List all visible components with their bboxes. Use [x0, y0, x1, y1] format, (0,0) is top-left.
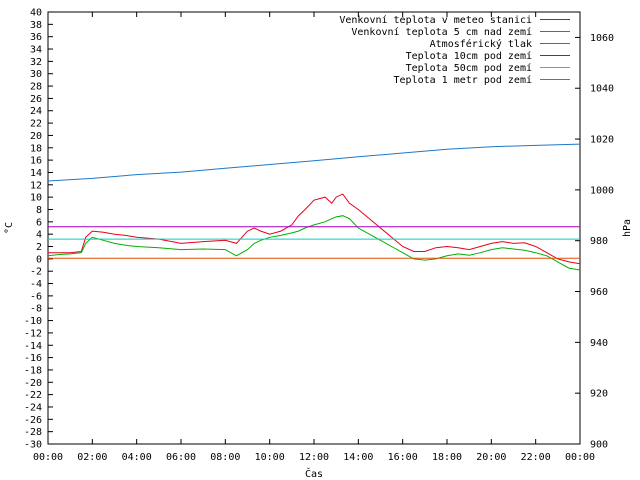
x-tick-label: 22:00: [521, 452, 551, 463]
y-tick-label-left: -12: [24, 328, 42, 339]
y-tick-label-left: -18: [24, 365, 42, 376]
y-axis-label-left: °C: [4, 222, 15, 234]
y-tick-label-right: 920: [590, 389, 608, 400]
y-tick-label-left: 20: [30, 131, 42, 142]
x-tick-label: 14:00: [343, 452, 373, 463]
y-tick-label-right: 1020: [590, 135, 614, 146]
x-tick-label: 10:00: [255, 452, 285, 463]
axis-ticks: 00:00 02:00 04:00 06:00 08:00 10:00 12:00 14:00…: [24, 8, 614, 464]
x-tick-label: 16:00: [388, 452, 418, 463]
legend-label: Venkovní teplota 5 cm nad zemí: [351, 26, 532, 38]
y-tick-label-left: 6: [36, 217, 42, 228]
x-tick-label: 20:00: [476, 452, 506, 463]
y-tick-label-left: -4: [30, 279, 42, 290]
y-tick-label-left: 40: [30, 8, 42, 19]
y-tick-label-left: 24: [30, 106, 42, 117]
y-tick-label-left: 26: [30, 94, 42, 105]
series-line-2: [47, 143, 581, 182]
y-tick-label-left: 34: [30, 45, 42, 56]
y-tick-label-left: 2: [36, 242, 42, 253]
y-tick-label-right: 900: [590, 440, 608, 451]
x-tick-label: 00:00: [33, 452, 63, 463]
legend-label: Teplota 1 metr pod zemí: [394, 74, 532, 86]
y-tick-label-left: 8: [36, 205, 42, 216]
y-tick-label-left: 4: [36, 230, 42, 241]
y-tick-label-left: 16: [30, 156, 42, 167]
x-tick-label: 02:00: [77, 452, 107, 463]
y-tick-label-left: -6: [30, 291, 42, 302]
y-tick-label-right: 960: [590, 287, 608, 298]
y-tick-label-left: -28: [24, 427, 42, 438]
y-tick-label-left: -20: [24, 378, 42, 389]
y-tick-label-left: 10: [30, 193, 42, 204]
x-tick-label: 12:00: [299, 452, 329, 463]
x-tick-label: 04:00: [122, 452, 152, 463]
y-tick-label-left: -2: [30, 267, 42, 278]
y-tick-label-left: 22: [30, 119, 42, 130]
y-tick-label-left: 18: [30, 143, 42, 154]
x-tick-label: 00:00: [565, 452, 595, 463]
y-tick-label-left: 0: [36, 254, 42, 265]
y-tick-label-right: 1040: [590, 84, 614, 95]
y-tick-label-left: -8: [30, 304, 42, 315]
x-tick-label: 08:00: [210, 452, 240, 463]
y-tick-label-right: 1000: [590, 185, 614, 196]
legend-label: Atmosférický tlak: [430, 38, 532, 50]
y-axis-label-right: hPa: [622, 219, 633, 237]
y-tick-label-left: -24: [24, 402, 42, 413]
series-line-0: [48, 193, 581, 265]
y-tick-label-left: 28: [30, 82, 42, 93]
y-tick-label-left: -16: [24, 353, 42, 364]
y-tick-label-left: -30: [24, 440, 42, 451]
legend-label: Venkovní teplota v meteo stanici: [339, 14, 532, 26]
y-tick-label-left: 36: [30, 32, 42, 43]
legend: Venkovní teplota v meteo staniciVenkovní…: [339, 14, 570, 86]
y-tick-label-left: 30: [30, 69, 42, 80]
y-tick-label-left: -10: [24, 316, 42, 327]
x-tick-label: 06:00: [166, 452, 196, 463]
y-tick-label-right: 980: [590, 236, 608, 247]
x-axis-label: Čas: [305, 467, 323, 480]
legend-label: Teplota 50cm pod zemí: [406, 62, 532, 74]
series-lines: [47, 143, 581, 271]
y-tick-label-left: 38: [30, 20, 42, 31]
y-tick-label-left: -22: [24, 390, 42, 401]
y-tick-label-right: 940: [590, 338, 608, 349]
y-tick-label-left: -14: [24, 341, 42, 352]
y-tick-label-left: 12: [30, 180, 42, 191]
y-tick-label-left: 14: [30, 168, 42, 179]
legend-label: Teplota 10cm pod zemí: [406, 50, 532, 62]
series-line-1: [47, 215, 581, 271]
y-tick-label-left: 32: [30, 57, 42, 68]
y-tick-label-left: -26: [24, 415, 42, 426]
y-tick-label-right: 1060: [590, 33, 614, 44]
x-tick-label: 18:00: [432, 452, 462, 463]
